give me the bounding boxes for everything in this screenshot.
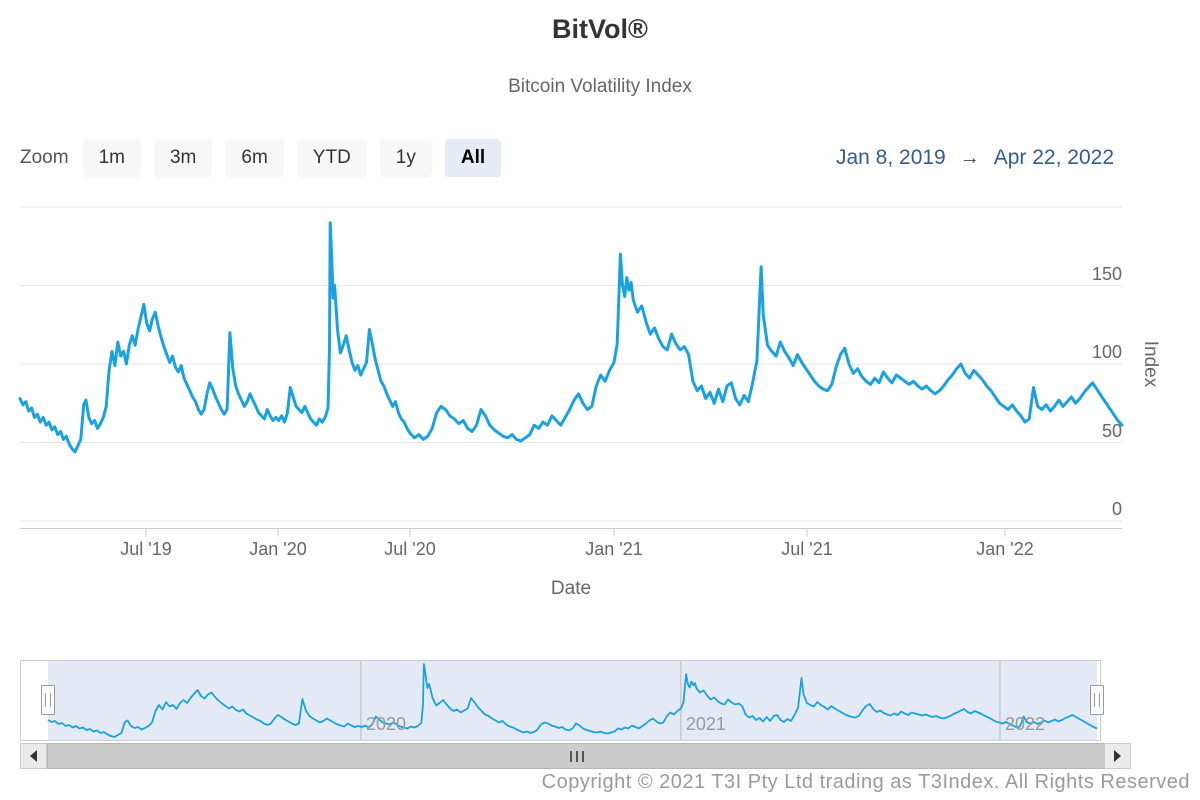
x-tick-label: Jan '20	[249, 539, 307, 559]
range-selector: Zoom 1m 3m 6m YTD 1y All	[20, 139, 514, 177]
navigator-handle-right[interactable]	[1090, 685, 1104, 715]
x-tick-label: Jul '19	[120, 539, 172, 559]
series-line	[18, 221, 1124, 454]
range-button-6m[interactable]: 6m	[225, 139, 284, 177]
range-buttons: 1m 3m 6m YTD 1y All	[82, 139, 515, 177]
copyright-text: Copyright © 2021 T3I Pty Ltd trading as …	[541, 771, 1190, 793]
zoom-label: Zoom	[20, 147, 69, 168]
rifles-icon	[576, 751, 578, 762]
y-axis-title: Index	[1140, 340, 1161, 388]
x-tick-label: Jan '21	[585, 539, 643, 559]
main-chart-plot-area[interactable]	[20, 207, 1122, 521]
page-title: BitVol®	[552, 14, 648, 44]
navigator[interactable]	[48, 661, 1097, 740]
range-button-all[interactable]: All	[444, 139, 502, 177]
navigator-series-line	[47, 663, 1098, 738]
left-triangle-icon	[30, 750, 37, 762]
rifles-icon	[582, 751, 584, 762]
y-tick-label: 50	[1101, 420, 1122, 441]
x-tick-label: Jan '22	[976, 539, 1034, 559]
date-range: Jan 8, 2019 → Apr 22, 2022	[836, 146, 1114, 170]
x-tick-label: Jul '20	[384, 539, 436, 559]
y-tick-label: 150	[1091, 263, 1122, 284]
rifles-icon	[570, 751, 572, 762]
navigator-year-label: 2021	[685, 714, 726, 734]
range-button-3m[interactable]: 3m	[153, 139, 213, 177]
scrollbar-thumb[interactable]	[47, 743, 1105, 769]
date-from-input[interactable]: Jan 8, 2019	[835, 146, 946, 169]
navigator-handle-left[interactable]	[41, 685, 55, 715]
range-arrow-icon: →	[959, 146, 980, 169]
x-axis-title: Date	[550, 578, 592, 599]
x-tick-label: Jul '21	[781, 539, 833, 559]
range-button-1y[interactable]: 1y	[379, 139, 432, 177]
navigator-year-label: 2020	[365, 714, 406, 734]
navigator-year-label: 2022	[1004, 714, 1045, 734]
right-triangle-icon	[1114, 750, 1121, 762]
range-button-1m[interactable]: 1m	[82, 139, 141, 177]
range-button-ytd[interactable]: YTD	[296, 139, 367, 177]
y-tick-label: 100	[1091, 342, 1122, 362]
y-tick-label: 0	[1111, 499, 1122, 519]
scrollbar-right-button[interactable]	[1104, 743, 1131, 769]
scrollbar-left-button[interactable]	[20, 743, 47, 769]
navigator-mask	[48, 661, 1097, 740]
page-subtitle: Bitcoin Volatility Index	[508, 76, 692, 97]
date-to-input[interactable]: Apr 22, 2022	[993, 146, 1114, 169]
